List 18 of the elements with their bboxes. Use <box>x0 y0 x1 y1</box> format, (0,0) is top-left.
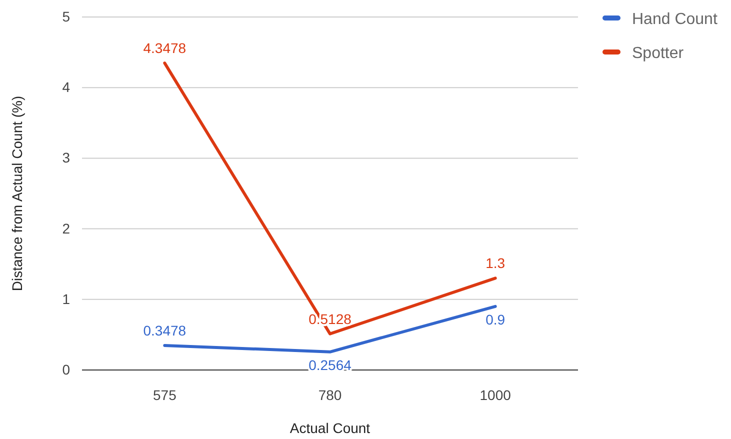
legend-label: Spotter <box>632 45 684 62</box>
x-tick-label: 1000 <box>480 386 512 403</box>
y-axis-title: Distance from Actual Count (%) <box>9 96 25 292</box>
data-label: 0.2564 <box>308 356 352 373</box>
x-axis-title: Actual Count <box>290 420 370 436</box>
y-tick-label: 1 <box>62 290 70 307</box>
y-tick-label: 3 <box>62 150 70 166</box>
data-label: 0.3478 <box>143 322 186 338</box>
data-label: 0.9 <box>486 311 506 328</box>
x-tick-label: 575 <box>152 386 177 403</box>
legend-label: Hand Count <box>632 11 718 28</box>
data-label: 4.3478 <box>143 40 186 56</box>
y-tick-label: 0 <box>62 361 70 378</box>
y-tick-label: 4 <box>62 79 70 96</box>
data-label: 1.3 <box>486 255 506 272</box>
y-tick-label: 5 <box>62 8 70 24</box>
y-tick-label: 2 <box>62 220 70 236</box>
x-tick-label: 780 <box>318 386 342 403</box>
